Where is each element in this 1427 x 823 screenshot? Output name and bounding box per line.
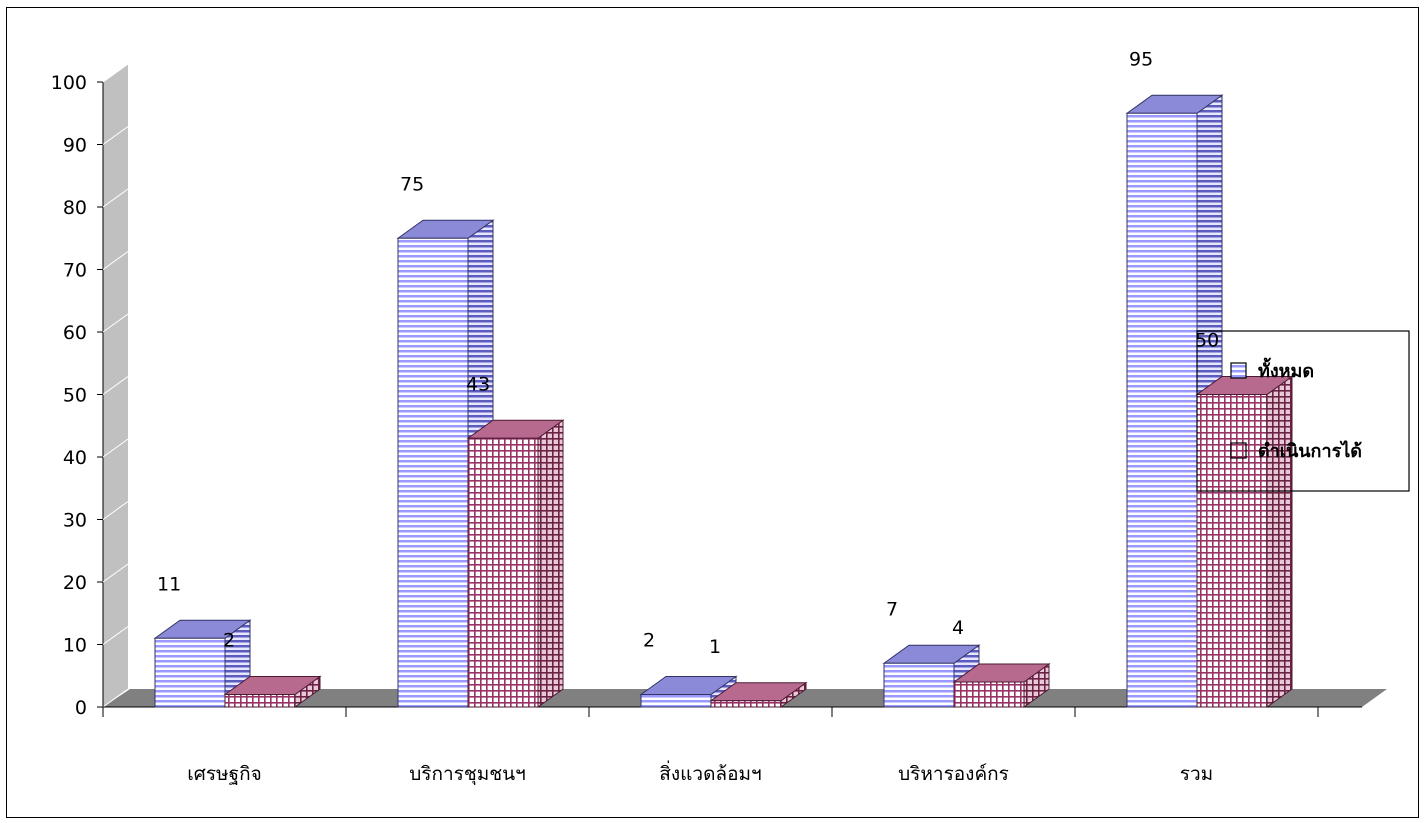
data-label: 1 bbox=[709, 636, 721, 658]
y-wall-gridline bbox=[102, 188, 129, 208]
data-label: 2 bbox=[643, 630, 655, 652]
legend-box bbox=[1196, 330, 1410, 492]
y-wall-gridline bbox=[102, 438, 129, 458]
x-category-label: รวม bbox=[1180, 763, 1213, 785]
y-tick-label: 60 bbox=[63, 322, 87, 344]
y-wall-gridline bbox=[102, 376, 129, 395]
y-wall-gridline bbox=[102, 688, 129, 708]
bar-front bbox=[1196, 394, 1268, 708]
bar-front bbox=[953, 681, 1025, 708]
y-tick-label: 30 bbox=[63, 510, 87, 532]
y-tick-label: 40 bbox=[63, 447, 87, 469]
y-wall-gridline bbox=[102, 126, 129, 145]
bar bbox=[709, 681, 808, 708]
data-label: 7 bbox=[886, 598, 898, 620]
y-tick-label: 80 bbox=[63, 197, 87, 219]
y-wall-gridline bbox=[102, 251, 129, 270]
y-wall-gridline bbox=[102, 313, 129, 333]
legend-label: ทั้งหมด bbox=[1258, 357, 1314, 382]
bars bbox=[153, 94, 1294, 708]
data-label: 75 bbox=[400, 173, 424, 195]
y-tick-label: 70 bbox=[63, 260, 87, 282]
y-tick-label: 90 bbox=[63, 135, 87, 157]
data-label: 95 bbox=[1129, 48, 1153, 70]
bar bbox=[466, 419, 565, 708]
bar bbox=[223, 675, 322, 708]
y-tick-label: 100 bbox=[51, 72, 87, 94]
data-labels: 11 2 75 43 2 1 7 4 95 50 bbox=[157, 48, 1219, 658]
y-tick-label: 20 bbox=[63, 572, 87, 594]
bar-front bbox=[883, 662, 955, 708]
bar-front bbox=[1126, 112, 1198, 708]
bar-front bbox=[467, 437, 539, 708]
y-tick-label: 10 bbox=[63, 635, 87, 657]
bar-front bbox=[397, 237, 469, 708]
legend-label: ดำเนินการได้ bbox=[1258, 440, 1362, 462]
x-category-label: บริหารองค์กร bbox=[898, 763, 1009, 785]
bar-front bbox=[710, 700, 782, 708]
bar bbox=[952, 663, 1051, 708]
x-category-label: บริการชุมชนฯ bbox=[409, 763, 526, 786]
legend-swatch bbox=[1230, 362, 1247, 379]
data-label: 4 bbox=[952, 617, 964, 639]
y-axis: 0 10 20 30 40 50 60 70 80 90 100 bbox=[51, 63, 129, 719]
y-wall-gridline bbox=[102, 63, 129, 83]
x-category-label: สิ่งแวดล้อมฯ bbox=[659, 760, 761, 785]
bar-front bbox=[640, 694, 712, 708]
x-category-label: เศรษฐกิจ bbox=[187, 763, 261, 785]
y-tick-label: 50 bbox=[63, 385, 87, 407]
y-wall-gridline bbox=[102, 501, 129, 520]
bar-front bbox=[224, 694, 296, 708]
legend-swatch bbox=[1230, 442, 1247, 459]
y-wall-gridline bbox=[102, 563, 129, 583]
y-wall-gridline bbox=[102, 626, 129, 645]
y-tick-label: 0 bbox=[75, 697, 87, 719]
data-label: 50 bbox=[1195, 330, 1219, 352]
data-label: 43 bbox=[466, 373, 490, 395]
x-axis: เศรษฐกิจ บริการชุมชนฯ สิ่งแวดล้อมฯ บริหารอง… bbox=[102, 706, 1362, 786]
bar bbox=[882, 644, 981, 708]
data-label: 2 bbox=[223, 630, 235, 652]
bar bbox=[1195, 375, 1294, 708]
bar-front bbox=[154, 637, 226, 708]
bar-side bbox=[537, 419, 564, 708]
data-label: 11 bbox=[157, 573, 181, 595]
bar-side bbox=[1266, 375, 1293, 708]
